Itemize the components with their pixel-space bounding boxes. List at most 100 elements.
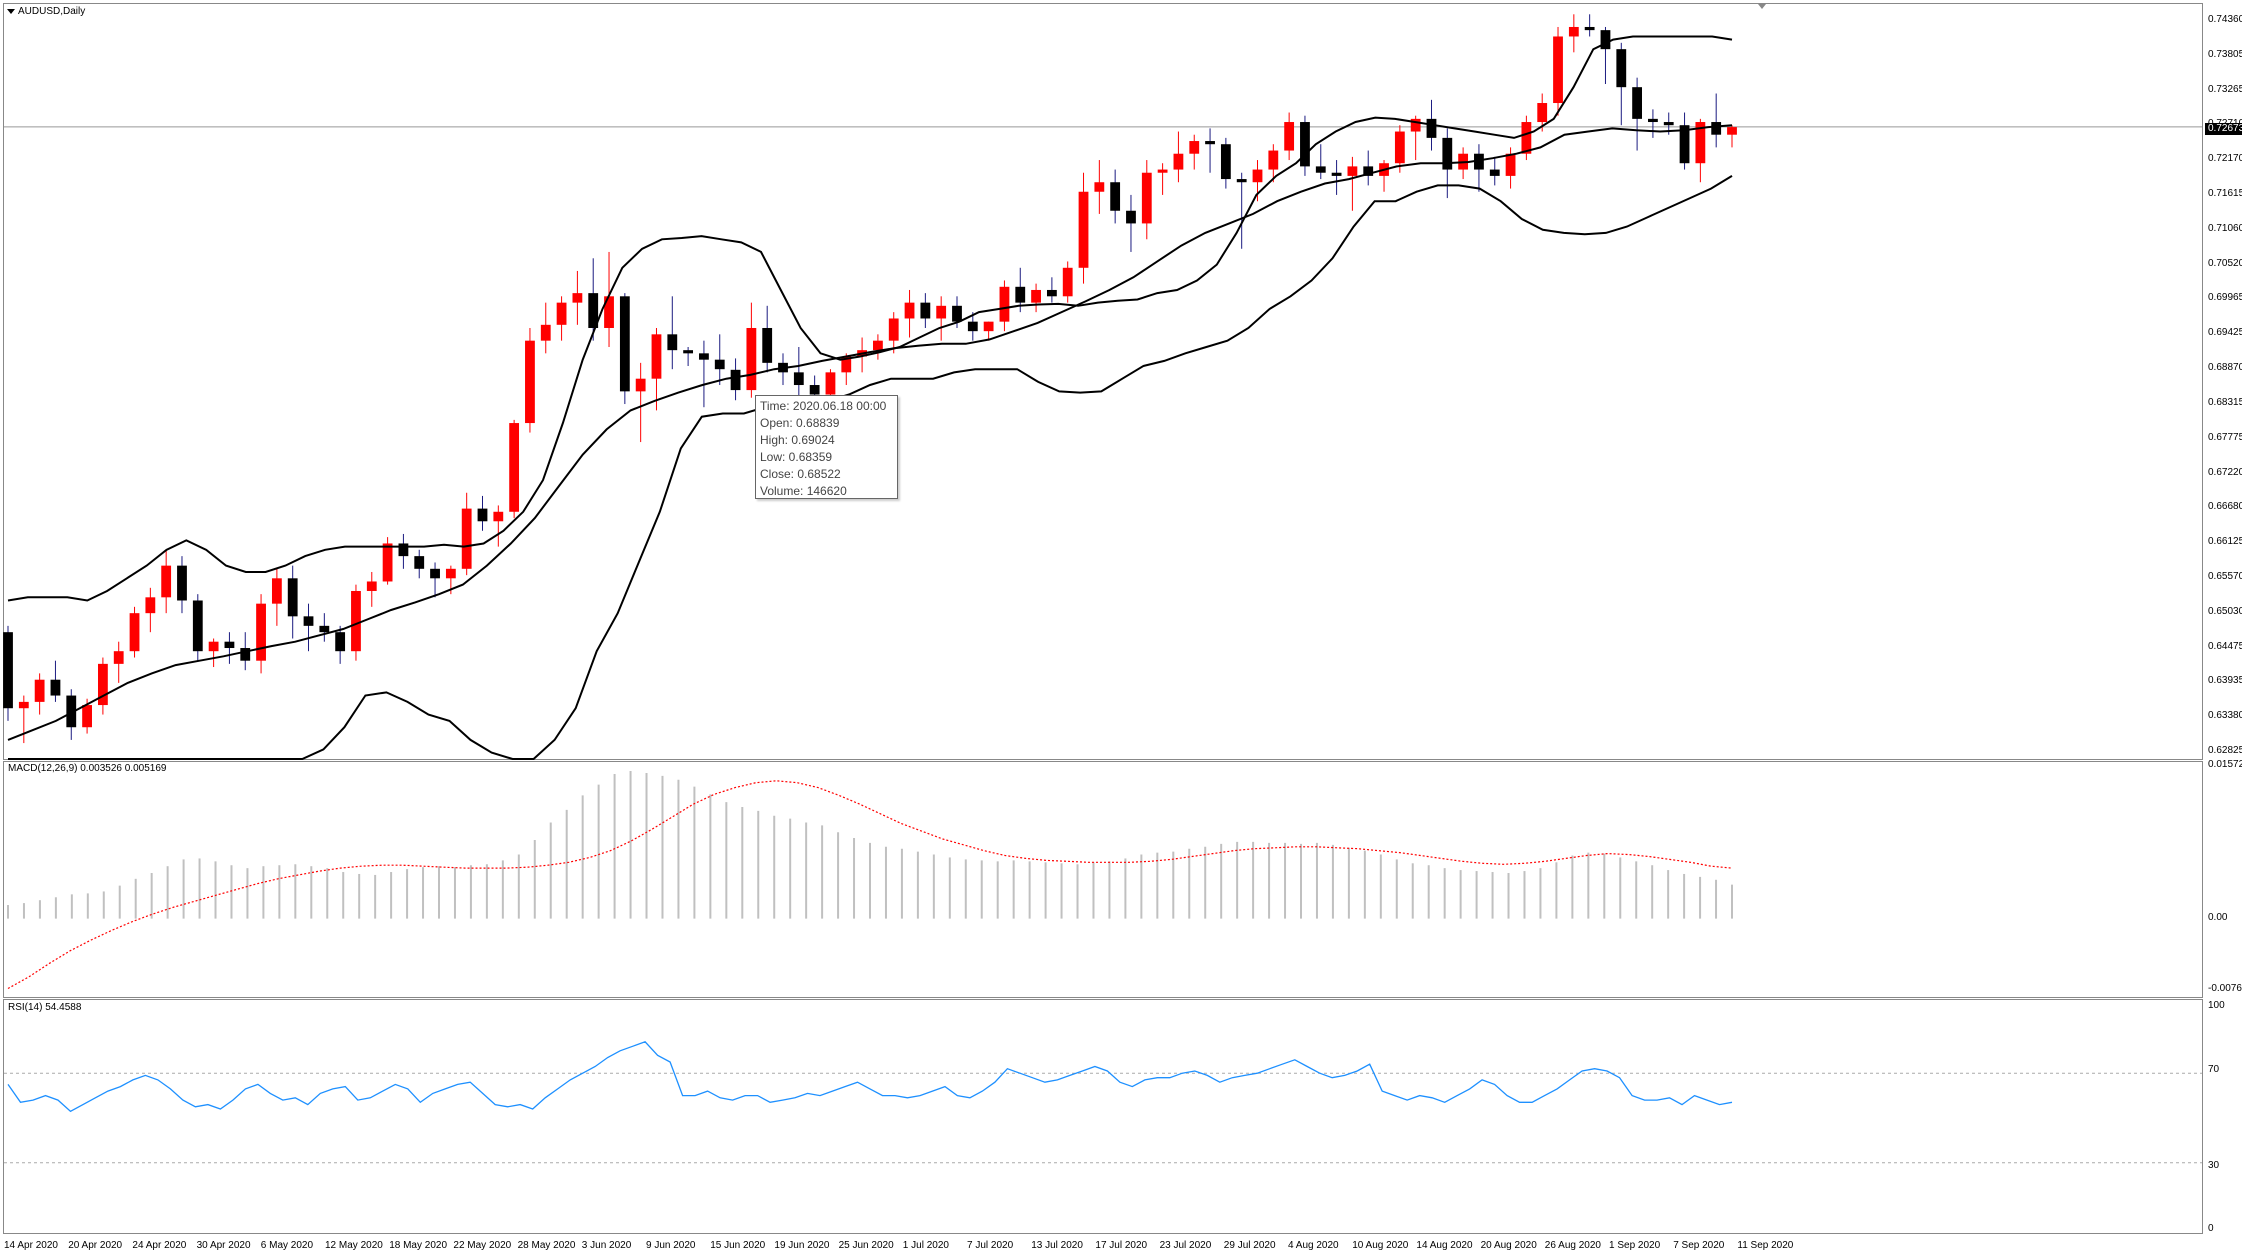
bollinger-lower-band: [8, 175, 1733, 760]
candle-body: [1632, 87, 1643, 119]
date-axis-label: 14 Aug 2020: [1416, 1240, 1473, 1251]
date-axis-label: 29 Jul 2020: [1223, 1240, 1276, 1251]
price-pane[interactable]: [3, 3, 2203, 760]
chart-title: AUDUSD,Daily: [18, 6, 86, 17]
candle-body: [683, 350, 694, 354]
candle-body: [983, 321, 994, 332]
macd-axis-zero: 0.00: [2208, 912, 2228, 923]
candle-body: [1394, 131, 1405, 164]
candle-body: [1110, 182, 1121, 211]
date-axis-label: 14 Apr 2020: [4, 1240, 58, 1251]
candle-body: [461, 508, 472, 569]
macd-axis-top: 0.01572: [2208, 759, 2242, 770]
candle-body: [1505, 153, 1516, 176]
candle-body: [240, 648, 251, 661]
candle-body: [129, 613, 140, 652]
date-axis-label: 19 Jun 2020: [774, 1240, 830, 1251]
date-axis-label: 17 Jul 2020: [1095, 1240, 1148, 1251]
date-axis-label: 11 Sep 2020: [1737, 1240, 1794, 1251]
price-axis-label: 0.71060: [2208, 222, 2242, 234]
candle-body: [714, 359, 725, 370]
candle-body: [1537, 103, 1548, 123]
macd-pane[interactable]: [3, 761, 2203, 998]
rsi-axis-100: 100: [2208, 1000, 2225, 1011]
candle-body: [1553, 36, 1563, 104]
candle-body: [97, 663, 108, 706]
candle-body: [651, 334, 662, 379]
candle-body: [50, 679, 61, 696]
candle-body: [66, 695, 77, 728]
date-axis-label: 1 Sep 2020: [1609, 1240, 1661, 1251]
price-axis-label: 0.65030: [2208, 605, 2242, 617]
rsi-axis-0: 0: [2208, 1223, 2214, 1234]
bollinger-upper-band: [7, 35, 1733, 602]
rsi-title: RSI(14) 54.4588: [8, 1002, 82, 1013]
candle-body: [1126, 210, 1136, 224]
candle-body: [999, 286, 1010, 322]
candle-body: [1300, 122, 1310, 167]
date-axis-label: 25 Jun 2020: [838, 1240, 894, 1251]
candle-body: [1584, 26, 1595, 31]
candle-body: [1679, 125, 1690, 164]
price-axis-label: 0.66680: [2208, 501, 2242, 513]
date-axis-label: 4 Aug 2020: [1288, 1240, 1339, 1251]
date-axis-label: 13 Jul 2020: [1031, 1240, 1083, 1251]
tooltip-open: Open: 0.68839: [760, 416, 840, 430]
candle-body: [967, 321, 978, 332]
date-axis-label: 15 Jun 2020: [710, 1240, 766, 1251]
chart-shift-marker[interactable]: [1758, 4, 1766, 9]
tooltip-low: Low: 0.68359: [760, 450, 833, 464]
candle-body: [1489, 169, 1500, 176]
price-axis-label: 0.64475: [2208, 640, 2242, 652]
candle-body: [888, 318, 899, 341]
chart-menu-icon[interactable]: [7, 9, 15, 14]
candle-body: [287, 578, 298, 617]
macd-title: MACD(12,26,9) 0.003526 0.005169: [8, 763, 167, 774]
candle-body: [825, 372, 836, 395]
candle-body: [619, 296, 630, 392]
date-axis-label: 20 Apr 2020: [68, 1240, 123, 1251]
rsi-axis-70: 70: [2208, 1064, 2220, 1075]
candle-body: [1648, 118, 1658, 123]
date-axis-label: 10 Aug 2020: [1352, 1240, 1409, 1251]
candle-body: [540, 324, 551, 341]
date-axis-label: 23 Jul 2020: [1159, 1240, 1212, 1251]
rsi-pane[interactable]: [3, 999, 2203, 1234]
candle-body: [18, 701, 29, 709]
candle-body: [1442, 137, 1453, 170]
candle-body: [1220, 144, 1231, 180]
current-price-badge: 0.72673: [2205, 123, 2242, 135]
date-axis-label: 3 Jun 2020: [581, 1240, 632, 1251]
date-axis-label: 20 Aug 2020: [1480, 1240, 1537, 1251]
candle-body: [1315, 166, 1326, 173]
candle-body: [1410, 118, 1421, 132]
candle-body: [351, 590, 361, 652]
candle-body: [1141, 172, 1152, 224]
date-axis-label: 28 May 2020: [517, 1240, 576, 1251]
price-axis-label: 0.74360: [2208, 14, 2242, 25]
candle-body: [445, 568, 456, 579]
date-axis-label: 22 May 2020: [453, 1240, 512, 1251]
candle-body: [366, 581, 377, 591]
candle-body: [809, 385, 820, 395]
candle-body: [920, 302, 931, 319]
candle-body: [1252, 169, 1263, 183]
price-axis-label: 0.65570: [2208, 570, 2242, 582]
date-axis-label: 24 Apr 2020: [132, 1240, 187, 1251]
tooltip-high: High: 0.69024: [760, 433, 835, 447]
candle-body: [1663, 122, 1674, 126]
candle-body: [952, 305, 962, 322]
candle-body: [699, 353, 709, 360]
candle-body: [1331, 172, 1342, 176]
price-axis-label: 0.67775: [2208, 431, 2242, 443]
candle-body: [1268, 150, 1279, 170]
date-axis-label: 7 Jul 2020: [967, 1240, 1014, 1251]
candle-body: [1205, 141, 1215, 145]
price-axis-label: 0.72170: [2208, 153, 2242, 165]
candle-body: [635, 378, 646, 392]
candle-tooltip: Time: 2020.06.18 00:00 Open: 0.68839 Hig…: [755, 395, 898, 499]
candle-body: [1236, 179, 1247, 183]
candle-body: [414, 556, 425, 569]
